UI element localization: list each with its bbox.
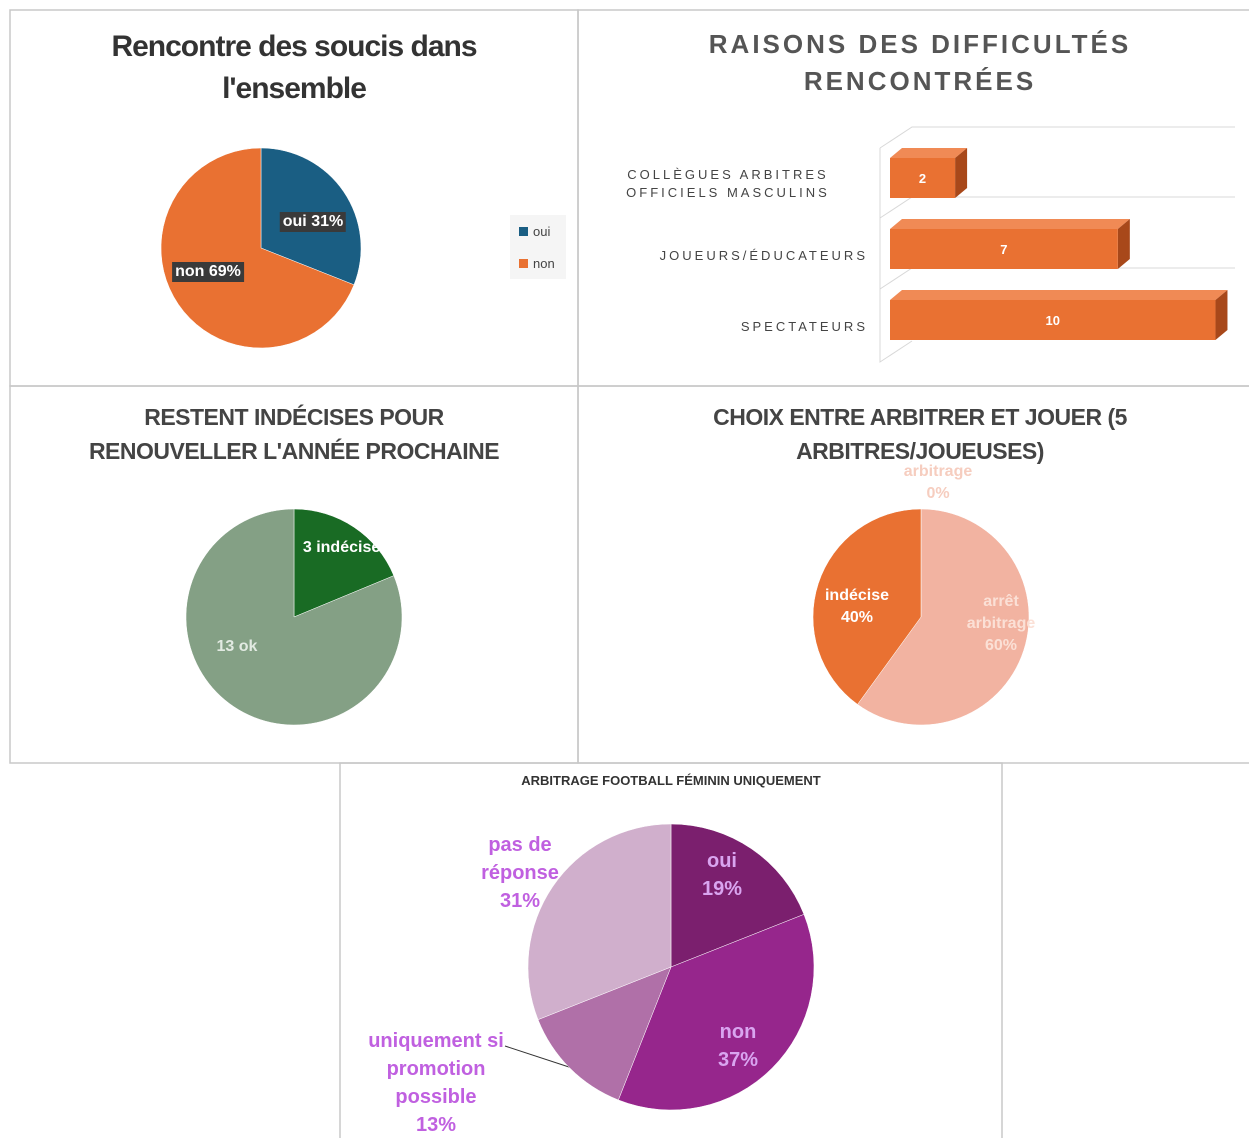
category-label: oui [282, 213, 307, 230]
legend-swatch [519, 227, 528, 236]
pie-slice [618, 914, 815, 1111]
category-label: arrêt arbitrage [966, 593, 1036, 632]
chart-title: Rencontre des soucis dans l'ensemble [111, 30, 477, 105]
wall [879, 148, 913, 363]
value-label: 31% [499, 890, 541, 912]
chart-title: RAISONS DES DIFFICULTÉS RENCONTRÉES [708, 29, 1132, 96]
category-label: non [719, 1021, 757, 1043]
legend-swatch [519, 259, 528, 268]
bar-top [890, 148, 968, 158]
data-label: 7 [1000, 242, 1007, 257]
data-label: indécise 40% [812, 585, 902, 629]
legend-label: non [533, 256, 555, 271]
value-label: 31% [311, 213, 344, 230]
legend-label: oui [533, 224, 550, 239]
data-label: arrêt arbitrage 60% [961, 591, 1041, 657]
wall [879, 126, 1235, 149]
value-label: 60% [984, 637, 1018, 654]
category-label: non [175, 263, 205, 280]
value-label: 0% [926, 485, 950, 502]
data-label: 2 [919, 171, 926, 186]
data-label: 13 ok [192, 637, 282, 657]
data-label: 3 indécises [286, 538, 406, 558]
pie-slice [185, 508, 403, 726]
data-label: arbitrage 0% [893, 461, 983, 505]
value-label: 3 [302, 539, 312, 556]
wall [879, 196, 1235, 219]
pie-slice [857, 508, 1030, 726]
data-label: pas de réponse 31% [470, 831, 570, 915]
category-label: JOUEURS/ÉDUCATEURS [659, 248, 868, 263]
wall [879, 267, 1235, 290]
pie-slice [293, 508, 395, 618]
data-label: 10 [1046, 313, 1060, 328]
chart-title: RESTENT INDÉCISES POUR RENOUVELLER L'ANN… [88, 404, 500, 464]
category-label: arbitrage [903, 463, 973, 480]
bar-side [1215, 290, 1228, 340]
bar-top [890, 290, 1228, 300]
value-label: 13 [216, 638, 235, 655]
category-label: ok [238, 638, 258, 655]
bar-side [955, 148, 968, 198]
bar [890, 300, 1216, 340]
value-label: 19% [701, 878, 743, 900]
data-label: uniquement si promotion possible 13% [356, 1027, 516, 1138]
category-label: oui [707, 850, 737, 872]
bar [890, 229, 1118, 269]
value-label: 37% [717, 1049, 759, 1071]
category-label: indécises [316, 539, 390, 556]
value-label: 13% [415, 1114, 457, 1136]
panel [339, 762, 1003, 1138]
value-label: 69% [208, 263, 241, 280]
data-label: oui 19% [682, 847, 762, 903]
pie-slice [537, 966, 672, 1101]
data-label: oui 31% [279, 212, 347, 232]
pie-slice [160, 147, 355, 349]
chart-title: CHOIX ENTRE ARBITRER ET JOUER (5 ARBITRE… [713, 404, 1127, 464]
data-label: non 37% [698, 1018, 778, 1074]
pie-slice [670, 823, 805, 968]
panel-borders [9, 9, 1249, 1138]
category-label: SPECTATEURS [740, 319, 868, 334]
leader-line [504, 1045, 573, 1069]
category-label: uniquement si promotion possible [368, 1030, 504, 1108]
pie-slice [527, 823, 672, 1020]
category-label: COLLÈGUES ARBITRES OFFICIELS MASCULINS [626, 167, 830, 200]
category-label: indécise [824, 587, 890, 604]
data-label: non 69% [172, 262, 244, 282]
bar-top [890, 219, 1130, 229]
pie-slice [812, 508, 922, 705]
value-label: 40% [840, 609, 874, 626]
bar [890, 158, 956, 198]
chart-title: ARBITRAGE FOOTBALL FÉMININ UNIQUEMENT [521, 773, 821, 788]
legend-box [510, 215, 566, 279]
bar-side [1117, 219, 1130, 269]
category-label: pas de réponse [481, 834, 559, 884]
